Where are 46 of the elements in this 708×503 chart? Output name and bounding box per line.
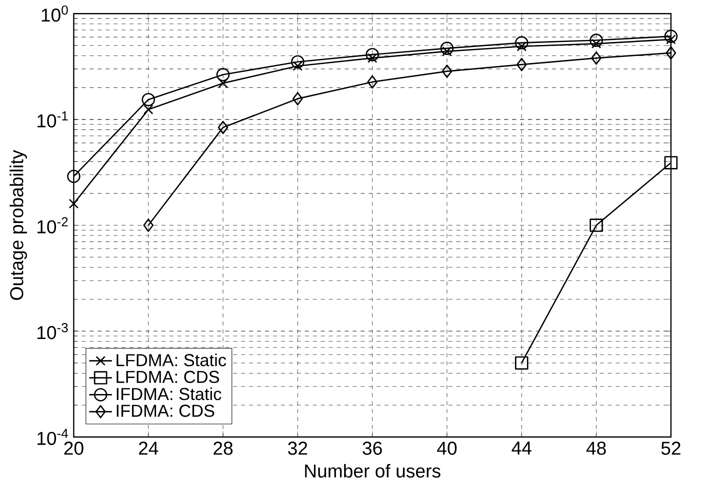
point <box>292 92 303 106</box>
point <box>516 58 527 72</box>
point <box>366 48 379 62</box>
y-tick-label: 10$^{0}$ <box>42 5 68 22</box>
legend-label: IFDMA: CDS <box>116 404 214 417</box>
point <box>68 198 79 209</box>
y-tick-label: 10$^{-1}$ <box>38 111 68 128</box>
point <box>216 68 230 82</box>
y-tick-label: 10$^{-2}$ <box>38 217 68 234</box>
point <box>664 156 678 170</box>
y-axis-title: Outage probability <box>10 150 27 300</box>
x-tick-label: 40 <box>437 442 457 455</box>
point <box>67 170 80 183</box>
point <box>367 75 378 89</box>
point <box>218 120 228 134</box>
point <box>590 218 603 232</box>
point <box>666 46 676 60</box>
x-tick-label: 48 <box>586 442 606 455</box>
point <box>442 64 452 78</box>
point <box>440 42 454 55</box>
point <box>367 53 378 63</box>
x-tick-label: 24 <box>138 442 158 455</box>
x-tick-label: 36 <box>362 442 382 455</box>
point <box>218 78 228 88</box>
point <box>143 218 154 232</box>
point <box>142 92 156 106</box>
point <box>590 34 603 47</box>
point <box>516 41 527 52</box>
point <box>515 36 528 50</box>
x-tick-label: 52 <box>661 442 680 455</box>
point <box>591 38 602 49</box>
point <box>664 30 678 43</box>
legend-label: LFDMA: CDS <box>116 370 220 383</box>
point <box>591 51 602 65</box>
legend-label: IFDMA: Static <box>116 387 222 400</box>
x-tick-label: 32 <box>288 442 308 455</box>
point <box>292 61 303 71</box>
point <box>515 356 528 370</box>
x-axis-title: Number of users <box>305 464 440 478</box>
point <box>291 55 304 68</box>
y-tick-label: 10$^{-3}$ <box>38 322 68 340</box>
x-tick-label: 20 <box>64 442 84 455</box>
x-tick-label: 28 <box>214 442 233 455</box>
legend-label: LFDMA: Static <box>116 354 226 366</box>
x-tick-label: 44 <box>512 442 532 454</box>
point <box>143 104 154 114</box>
